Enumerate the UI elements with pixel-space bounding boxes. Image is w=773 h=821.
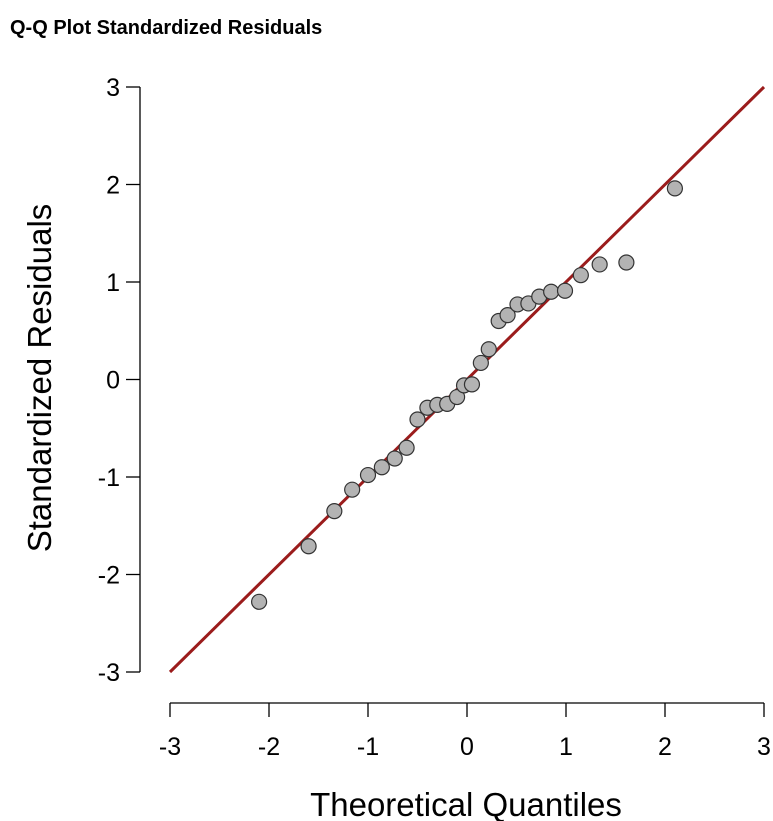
y-tick-label: 2 <box>106 172 120 200</box>
x-tick-label: -1 <box>357 733 379 761</box>
x-tick-label: 3 <box>757 733 771 761</box>
x-tick-label: -3 <box>159 733 181 761</box>
data-point <box>449 388 466 406</box>
data-point <box>300 538 317 555</box>
x-tick-label: 2 <box>658 733 672 761</box>
points-layer <box>251 180 684 610</box>
y-tick-label: 0 <box>106 367 120 395</box>
y-axis: -3 -2 -1 0 1 2 3 <box>98 74 141 687</box>
y-tick-label: 1 <box>106 269 120 297</box>
data-point <box>409 411 426 428</box>
y-tick-label: -1 <box>98 464 120 492</box>
data-point <box>373 459 390 476</box>
x-axis-label: Theoretical Quantiles <box>310 786 622 821</box>
data-point <box>556 282 574 299</box>
data-point <box>359 466 377 484</box>
data-point <box>251 593 268 610</box>
data-point <box>463 376 481 393</box>
x-tick-label: 1 <box>559 733 573 761</box>
data-point <box>398 439 415 456</box>
data-point <box>572 267 589 284</box>
data-point <box>326 503 343 520</box>
data-point <box>618 254 635 271</box>
x-tick-label: 0 <box>460 733 474 761</box>
chart-title: Q-Q Plot Standardized Residuals <box>10 17 323 39</box>
data-point <box>543 283 560 300</box>
x-tick-label: -2 <box>258 733 280 761</box>
data-point <box>386 450 403 467</box>
data-point <box>591 256 608 273</box>
x-axis: -3 -2 -1 0 1 2 3 <box>159 702 771 761</box>
data-point <box>499 307 516 324</box>
y-tick-label: -3 <box>98 659 120 687</box>
y-tick-label: 3 <box>106 74 120 102</box>
y-tick-label: -2 <box>98 562 120 590</box>
data-point <box>480 341 497 358</box>
y-axis-label: Standardized Residuals <box>21 204 58 553</box>
data-point <box>344 481 361 498</box>
data-point <box>666 180 684 197</box>
data-point <box>472 354 489 372</box>
